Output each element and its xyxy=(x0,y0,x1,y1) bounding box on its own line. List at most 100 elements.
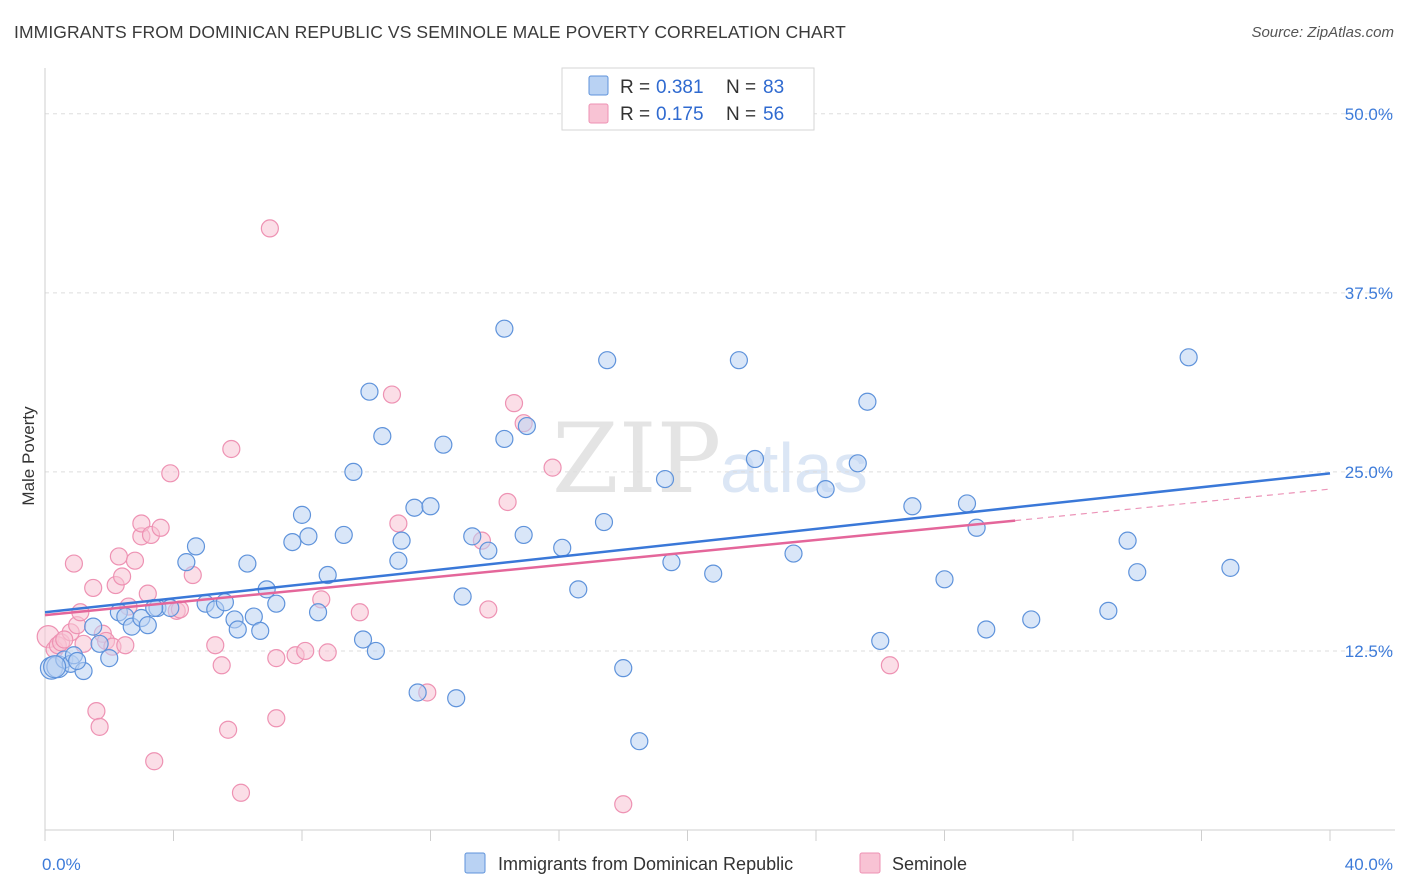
pink-point-20 xyxy=(125,551,145,570)
blue-point-16 xyxy=(177,553,196,572)
blue-point-7 xyxy=(90,634,109,653)
pink-point-5 xyxy=(64,554,84,573)
blue-point-62 xyxy=(729,351,749,370)
blue-point-34 xyxy=(344,462,363,482)
blue-point-29 xyxy=(292,505,312,524)
pink-point-10 xyxy=(87,702,106,721)
pink-point-37 xyxy=(267,649,286,668)
pink-point-16 xyxy=(109,547,128,566)
blue-point-56 xyxy=(598,351,617,370)
bottom-legend-swatch-blue xyxy=(464,852,486,874)
y-tick-label-2: 37.5% xyxy=(1345,284,1393,303)
pink-point-11 xyxy=(90,717,109,736)
pink-point-18 xyxy=(116,636,135,655)
x-tick-label-0: 0.0% xyxy=(42,855,81,874)
blue-point-48 xyxy=(479,541,498,560)
blue-point-66 xyxy=(848,454,867,473)
blue-point-53 xyxy=(553,538,572,557)
blue-point-37 xyxy=(366,641,385,661)
legend-n-label-2: N = xyxy=(726,104,756,125)
blue-point-50 xyxy=(495,429,514,449)
blue-point-36 xyxy=(360,382,379,401)
pink-point-44 xyxy=(382,385,402,404)
blue-point-68 xyxy=(871,631,890,651)
pink-point-42 xyxy=(318,643,337,662)
blue-point-80 xyxy=(43,655,67,679)
legend-r-value-1: 0.381 xyxy=(656,77,704,98)
blue-point-64 xyxy=(784,544,803,563)
dominican-points xyxy=(39,319,1240,751)
blue-point-72 xyxy=(967,518,986,537)
blue-point-47 xyxy=(463,527,482,546)
blue-point-44 xyxy=(434,435,453,454)
axes xyxy=(44,68,1395,841)
blue-point-8 xyxy=(100,649,119,668)
pink-point-48 xyxy=(479,600,498,619)
blue-point-39 xyxy=(389,551,408,570)
blue-point-32 xyxy=(318,565,337,585)
blue-point-69 xyxy=(903,497,922,516)
watermark: ZIP atlas xyxy=(552,403,868,515)
chart-source: Source: ZipAtlas.com xyxy=(1251,24,1394,41)
x-tick-labels: 0.0% 40.0% xyxy=(42,855,1393,874)
blue-point-58 xyxy=(630,732,649,751)
blue-point-27 xyxy=(267,594,286,613)
blue-point-74 xyxy=(1022,610,1041,629)
blue-point-67 xyxy=(858,392,877,411)
blue-point-52 xyxy=(517,416,536,436)
pink-point-53 xyxy=(614,795,633,814)
blue-point-59 xyxy=(655,469,675,489)
pink-point-17 xyxy=(112,567,132,586)
blue-point-65 xyxy=(816,479,835,499)
pink-point-49 xyxy=(498,492,517,512)
pink-point-33 xyxy=(219,720,238,739)
blue-point-73 xyxy=(977,620,996,639)
blue-point-63 xyxy=(745,449,765,469)
blue-point-78 xyxy=(1179,348,1198,367)
y-tick-label-3: 50.0% xyxy=(1345,105,1393,124)
pink-trend-line xyxy=(44,519,1016,617)
blue-point-77 xyxy=(1128,563,1147,582)
blue-point-43 xyxy=(421,497,440,516)
blue-point-55 xyxy=(594,512,614,532)
y-tick-label-1: 25.0% xyxy=(1345,463,1393,482)
legend-swatch-pink xyxy=(588,103,609,124)
blue-point-13 xyxy=(138,616,157,635)
blue-point-31 xyxy=(308,603,328,622)
y-tick-labels: 12.5% 25.0% 37.5% 50.0% xyxy=(1345,105,1393,661)
bottom-legend-swatch-pink xyxy=(859,852,881,874)
pink-point-36 xyxy=(260,219,279,238)
blue-point-22 xyxy=(228,620,247,639)
blue-point-28 xyxy=(283,532,302,552)
pink-point-38 xyxy=(267,709,286,728)
legend-n-value-2: 56 xyxy=(763,104,784,125)
pink-point-55 xyxy=(55,630,74,649)
blue-point-40 xyxy=(392,531,411,550)
legend: R = 0.381 N = 83 R = 0.175 N = 56 xyxy=(561,67,815,131)
x-tick-label-1: 40.0% xyxy=(1345,855,1393,874)
pink-point-25 xyxy=(145,752,164,771)
blue-point-60 xyxy=(662,553,681,572)
blue-point-76 xyxy=(1118,531,1137,550)
blue-point-33 xyxy=(334,525,353,545)
chart-title: IMMIGRANTS FROM DOMINICAN REPUBLIC VS SE… xyxy=(14,22,846,42)
blue-point-17 xyxy=(186,537,206,556)
watermark-zip: ZIP xyxy=(552,403,721,515)
blue-point-35 xyxy=(353,630,373,649)
blue-point-79 xyxy=(1221,558,1240,577)
pink-point-31 xyxy=(206,636,225,655)
legend-n-label-1: N = xyxy=(726,77,756,98)
legend-n-value-1: 83 xyxy=(763,77,784,98)
pink-point-40 xyxy=(296,641,315,661)
bottom-legend-label-pink: Seminole xyxy=(892,854,967,874)
bottom-legend-label-blue: Immigrants from Dominican Republic xyxy=(498,854,793,874)
pink-point-34 xyxy=(222,439,241,459)
legend-r-label-2: R = xyxy=(620,104,650,125)
blue-point-42 xyxy=(408,683,427,702)
blue-point-46 xyxy=(453,587,472,606)
blue-point-51 xyxy=(514,525,533,545)
blue-point-81 xyxy=(68,651,87,671)
blue-point-61 xyxy=(704,564,723,583)
y-axis-label: Male Poverty xyxy=(19,406,38,506)
